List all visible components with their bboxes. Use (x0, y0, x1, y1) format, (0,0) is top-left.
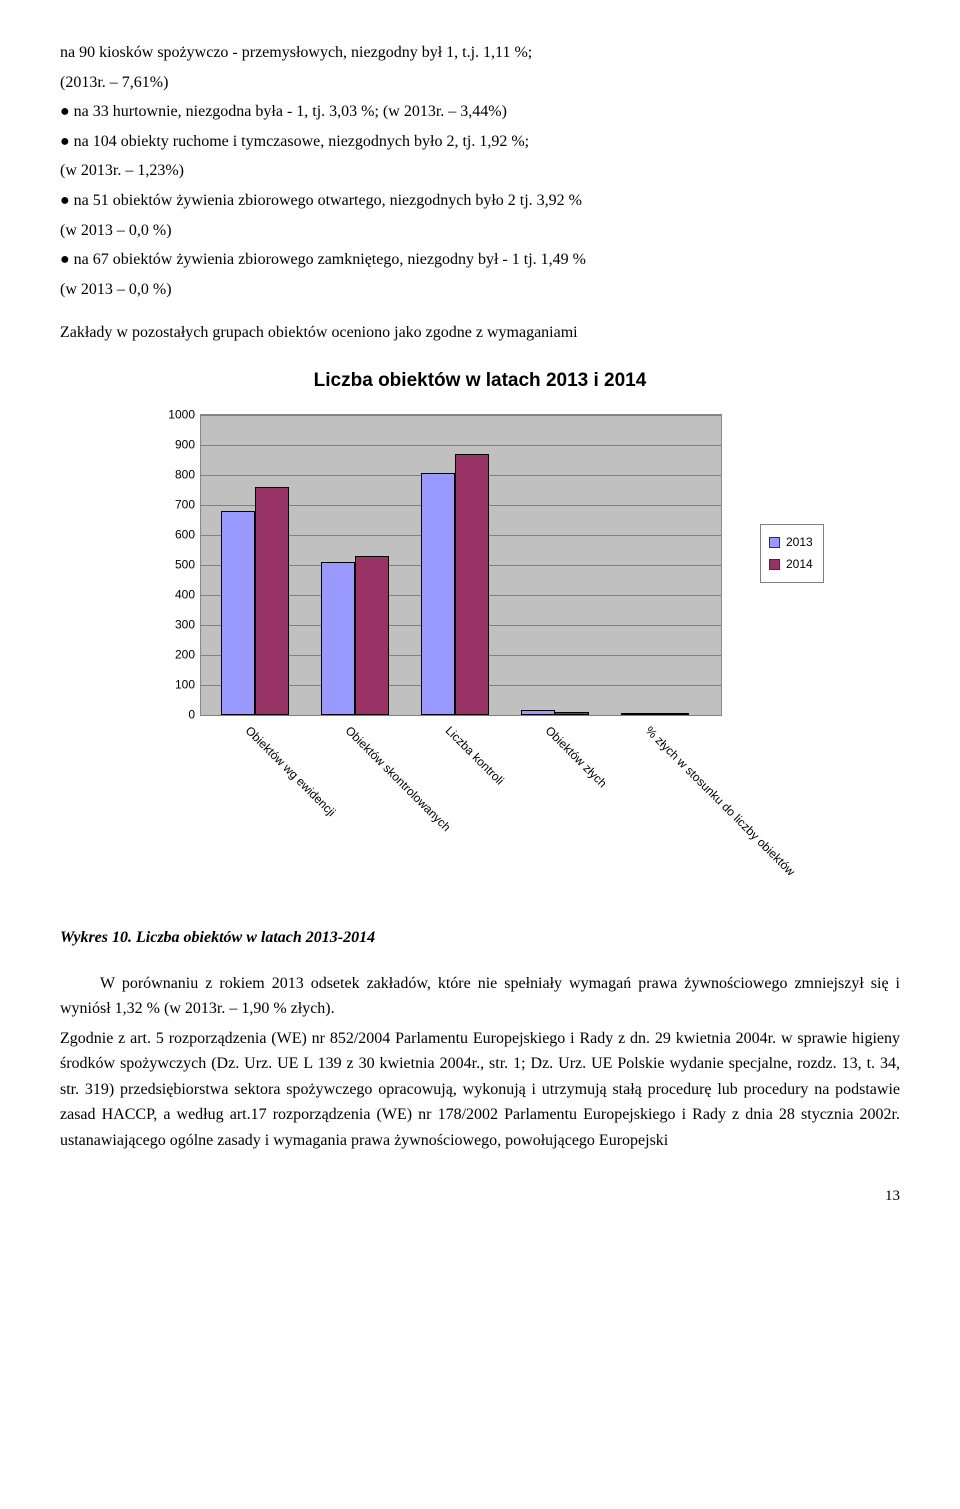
legend-item: 2014 (769, 555, 813, 574)
y-tick-label: 700 (175, 496, 195, 515)
y-tick-label: 200 (175, 646, 195, 665)
chart-title: Liczba obiektów w latach 2013 i 2014 (60, 366, 900, 396)
bar (421, 473, 455, 715)
intro-text: na 90 kiosków spożywczo - przemysłowych,… (60, 40, 900, 346)
x-labels: Obiektów wg ewidencjiObiektów skontrolow… (200, 716, 720, 896)
line: Zakłady w pozostałych grupach obiektów o… (60, 320, 900, 346)
legend-item: 2013 (769, 533, 813, 552)
line: (w 2013 – 0,0 %) (60, 218, 900, 244)
legend-swatch (769, 537, 780, 548)
x-tick-label: Liczba kontroli (440, 722, 508, 790)
line: (w 2013r. – 1,23%) (60, 158, 900, 184)
line: ● na 104 obiekty ruchome i tymczasowe, n… (60, 129, 900, 155)
y-tick-label: 800 (175, 466, 195, 485)
bar (655, 713, 689, 715)
x-tick-label: Obiektów wg ewidencji (240, 722, 339, 821)
line: ● na 67 obiektów żywienia zbiorowego zam… (60, 247, 900, 273)
x-tick-label: Obiektów skontrolowanych (340, 722, 454, 836)
legend-label: 2014 (786, 555, 813, 574)
line: na 90 kiosków spożywczo - przemysłowych,… (60, 40, 900, 66)
paragraph: Zgodnie z art. 5 rozporządzenia (WE) nr … (60, 1026, 900, 1154)
x-tick-label: % złych w stosunku do liczby obiektów (640, 722, 799, 881)
chart-container: Liczba obiektów w latach 2013 i 2014 010… (60, 366, 900, 905)
y-tick-label: 600 (175, 526, 195, 545)
plot-area: 01002003004005006007008009001000 (200, 414, 722, 716)
line: (w 2013 – 0,0 %) (60, 277, 900, 303)
body-paragraphs: W porównaniu z rokiem 2013 odsetek zakła… (60, 971, 900, 1154)
legend-swatch (769, 559, 780, 570)
figure-caption: Wykres 10. Liczba obiektów w latach 2013… (60, 925, 900, 951)
bar (321, 562, 355, 715)
page-number: 13 (60, 1184, 900, 1208)
line: (2013r. – 7,61%) (60, 70, 900, 96)
y-tick-label: 0 (188, 706, 195, 725)
line: ● na 51 obiektów żywienia zbiorowego otw… (60, 188, 900, 214)
paragraph: W porównaniu z rokiem 2013 odsetek zakła… (60, 971, 900, 1022)
bar (521, 710, 555, 715)
bar (221, 511, 255, 715)
legend-label: 2013 (786, 533, 813, 552)
bar (621, 713, 655, 715)
y-tick-label: 400 (175, 586, 195, 605)
y-tick-label: 1000 (168, 406, 195, 425)
grid-line (201, 415, 721, 416)
bar (455, 454, 489, 715)
bar (255, 487, 289, 715)
legend: 2013 2014 (760, 524, 824, 582)
y-tick-label: 300 (175, 616, 195, 635)
x-tick-label: Obiektów złych (540, 722, 611, 793)
bar (355, 556, 389, 715)
y-tick-label: 100 (175, 676, 195, 695)
y-tick-label: 500 (175, 556, 195, 575)
chart: 01002003004005006007008009001000Obiektów… (160, 414, 800, 896)
bar (555, 712, 589, 715)
grid-line (201, 445, 721, 446)
line: ● na 33 hurtownie, niezgodna była - 1, t… (60, 99, 900, 125)
y-tick-label: 900 (175, 436, 195, 455)
